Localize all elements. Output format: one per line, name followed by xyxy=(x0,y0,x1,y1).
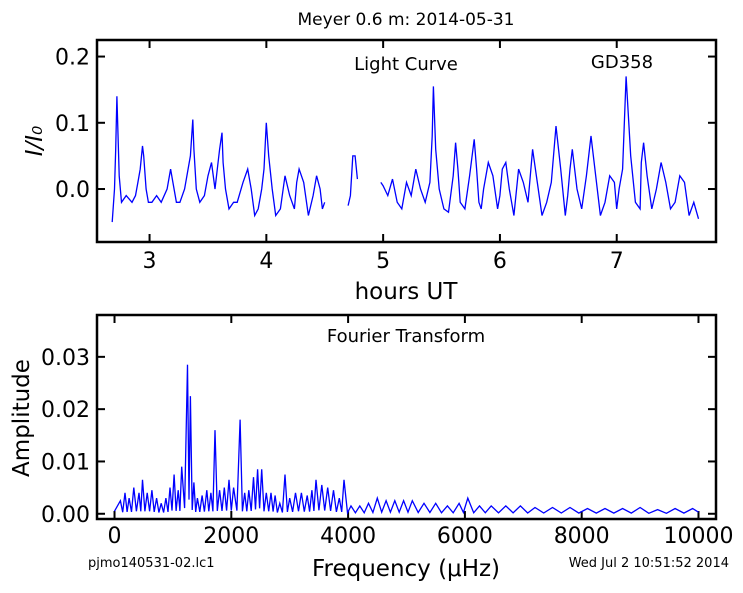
lc-ytick-label: 0.2 xyxy=(55,46,90,71)
ft-xtick-label: 10000 xyxy=(663,524,733,549)
lc-xtick-label: 5 xyxy=(376,249,390,274)
fourier-panel: 0 2000 4000 6000 8000 10000 0.03 0.02 0.01 0.00 F… xyxy=(9,313,733,582)
fourier-spectrum-line xyxy=(113,364,699,516)
figure-title: Meyer 0.6 m: 2014-05-31 xyxy=(298,10,515,30)
fourier-lines xyxy=(113,364,699,516)
fourier-title: Fourier Transform xyxy=(327,326,485,347)
lc-xtick-label: 4 xyxy=(259,249,273,274)
footer-filename: pjmo140531-02.lc1 xyxy=(88,556,215,571)
lc-xtick-label: 7 xyxy=(610,249,624,274)
light-curve-title: Light Curve xyxy=(354,54,458,75)
ft-xtick-label: 6000 xyxy=(437,524,493,549)
light-curve-segment-3 xyxy=(380,76,700,219)
ft-ytick-label: 0.00 xyxy=(41,503,90,528)
ft-xtick-label: 8000 xyxy=(554,524,610,549)
light-curve-xlabel: hours UT xyxy=(355,279,459,305)
light-curve-lines xyxy=(111,76,700,223)
footer-timestamp: Wed Jul 2 10:51:52 2014 xyxy=(569,556,729,571)
light-curve-segment-1 xyxy=(111,96,326,223)
fourier-ticks: 0 2000 4000 6000 8000 10000 0.03 0.02 0.01 0.00 xyxy=(41,315,733,549)
fourier-axes xyxy=(95,313,718,521)
ft-xtick-label: 2000 xyxy=(203,524,259,549)
lc-xtick-label: 6 xyxy=(493,249,507,274)
light-curve-ylabel: I/I₀ xyxy=(22,126,48,157)
fourier-xlabel: Frequency (μHz) xyxy=(312,556,500,582)
ft-ytick-label: 0.03 xyxy=(41,346,90,371)
ft-xtick-label: 4000 xyxy=(320,524,376,549)
lc-ytick-label: 0.1 xyxy=(55,112,90,137)
gd358-label: GD358 xyxy=(591,52,653,73)
ft-ytick-label: 0.02 xyxy=(41,398,90,423)
lc-ytick-label: 0.0 xyxy=(55,178,90,203)
light-curve-axes xyxy=(95,38,718,244)
lc-xtick-label: 3 xyxy=(143,249,157,274)
ft-xtick-label: 0 xyxy=(108,524,122,549)
light-curve-segment-2 xyxy=(347,155,359,206)
ft-ytick-label: 0.01 xyxy=(41,450,90,475)
light-curve-panel: 3 4 5 6 7 0.2 0.1 0.0 Light Curve GD358 hours U… xyxy=(22,38,718,305)
fourier-ylabel: Amplitude xyxy=(9,359,35,477)
light-curve-ticks: 3 4 5 6 7 0.2 0.1 0.0 xyxy=(55,40,716,274)
